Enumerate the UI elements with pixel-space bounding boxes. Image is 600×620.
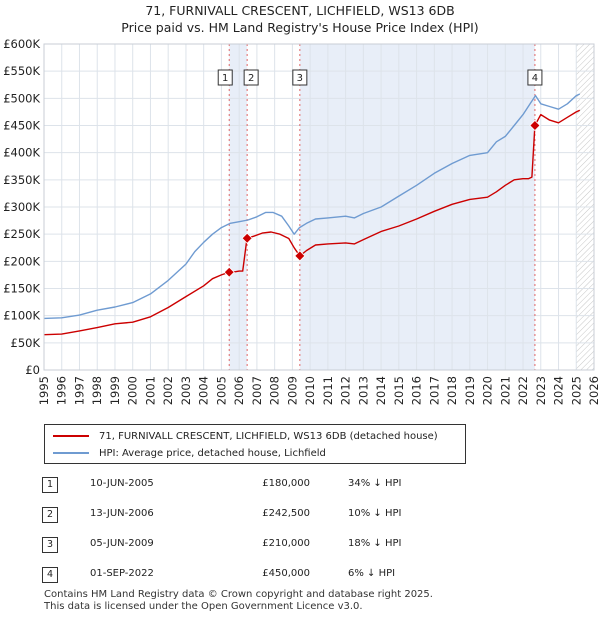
x-tick-label: 2017	[427, 376, 441, 405]
price-series-line	[43, 109, 581, 336]
x-tick-label: 2015	[392, 376, 406, 405]
x-tick-label: 1995	[37, 376, 51, 405]
y-tick-label: £150K	[3, 282, 40, 296]
x-tick-label: 2007	[250, 376, 264, 405]
sale-marker-box	[527, 69, 543, 86]
table-row: 4 01-SEP-2022 £450,000 6% ↓ HPI	[42, 564, 462, 586]
x-tick-label: 2026	[587, 376, 600, 405]
x-tick-label: 2021	[498, 376, 512, 405]
x-tick-label: 1996	[55, 376, 69, 405]
x-tick-label: 2018	[445, 376, 459, 405]
legend-label-price: 71, FURNIVALL CRESCENT, LICHFIELD, WS13 …	[99, 430, 438, 442]
sale-marker-label: 2	[248, 73, 254, 84]
footer: Contains HM Land Registry data © Crown c…	[44, 589, 433, 613]
sale-marker-box	[243, 69, 259, 86]
y-tick-label: £300K	[3, 200, 40, 214]
x-tick-label: 2008	[268, 376, 282, 405]
sale-date: 10-JUN-2005	[90, 478, 154, 489]
title-line-2: Price paid vs. HM Land Registry's House …	[121, 20, 479, 35]
table-row: 2 13-JUN-2006 £242,500 10% ↓ HPI	[42, 504, 462, 526]
legend: 71, FURNIVALL CRESCENT, LICHFIELD, WS13 …	[44, 424, 466, 464]
x-tick-label: 2013	[356, 376, 370, 405]
hpi-series-line	[43, 93, 581, 320]
x-tick-label: 2010	[303, 376, 317, 405]
sale-price: £180,000	[262, 478, 310, 489]
y-tick-label: £550K	[3, 64, 40, 78]
x-tick-label: 2001	[143, 376, 157, 405]
sale-marker-box	[217, 69, 233, 86]
x-tick-label: 2000	[126, 376, 140, 405]
legend-label-hpi: HPI: Average price, detached house, Lich…	[99, 447, 326, 459]
y-tick-label: £500K	[3, 91, 40, 105]
plot-frame	[43, 43, 595, 371]
x-tick-label: 1999	[108, 376, 122, 405]
legend-swatch-price	[53, 435, 89, 437]
x-tick-label: 2006	[232, 376, 246, 405]
sale-number-badge: 1	[42, 477, 58, 493]
sale-date: 01-SEP-2022	[90, 568, 154, 579]
title-line-1: 71, FURNIVALL CRESCENT, LICHFIELD, WS13 …	[145, 3, 455, 18]
y-tick-label: £100K	[3, 309, 40, 323]
x-tick-label: 2009	[285, 376, 299, 405]
sale-number-badge: 4	[42, 567, 58, 583]
x-tick-label: 2005	[214, 376, 228, 405]
sale-hpi-diff: 10% ↓ HPI	[348, 508, 402, 519]
price-chart: 1 2 3 4 £0 £50K £100K £150K £200K £250K £300K £350…	[3, 37, 600, 405]
x-tick-label: 2023	[534, 376, 548, 405]
sale-point	[241, 232, 253, 244]
x-tick-label: 2024	[552, 376, 566, 405]
sale-number-badge: 2	[42, 507, 58, 523]
y-tick-label: £250K	[3, 227, 40, 241]
sale-hpi-diff: 34% ↓ HPI	[348, 478, 402, 489]
footer-licence: This data is licensed under the Open Gov…	[44, 601, 363, 612]
sale-hpi-diff: 6% ↓ HPI	[348, 568, 396, 579]
sale-price: £450,000	[262, 568, 310, 579]
sale-number-badge: 3	[42, 537, 58, 553]
table-row: 3 05-JUN-2009 £210,000 18% ↓ HPI	[42, 534, 462, 556]
chart-title: 71, FURNIVALL CRESCENT, LICHFIELD, WS13 …	[0, 2, 600, 36]
x-tick-label: 2016	[410, 376, 424, 405]
sale-marker-label: 3	[297, 73, 303, 84]
sale-marker-box	[292, 69, 308, 86]
x-tick-label: 2012	[339, 376, 353, 405]
sale-price: £210,000	[262, 538, 310, 549]
x-tick-label: 1997	[72, 376, 86, 405]
legend-item-hpi: HPI: Average price, detached house, Lich…	[53, 445, 326, 461]
y-tick-label: £450K	[3, 119, 40, 133]
y-tick-label: £350K	[3, 173, 40, 187]
y-tick-label: £400K	[3, 146, 40, 160]
x-tick-label: 2011	[321, 376, 335, 405]
sale-point	[294, 250, 306, 262]
sale-price: £242,500	[262, 508, 310, 519]
legend-swatch-hpi	[53, 452, 89, 454]
x-tick-label: 2022	[516, 376, 530, 405]
x-tick-label: 1998	[90, 376, 104, 405]
y-tick-label: £0	[25, 363, 40, 377]
x-tick-label: 2002	[161, 376, 175, 405]
sale-point	[529, 119, 541, 132]
table-row: 1 10-JUN-2005 £180,000 34% ↓ HPI	[42, 474, 462, 496]
x-tick-label: 2019	[463, 376, 477, 405]
sale-point	[223, 266, 235, 278]
sale-hpi-diff: 18% ↓ HPI	[348, 538, 402, 549]
y-tick-label: £50K	[11, 336, 41, 350]
footer-copyright: Contains HM Land Registry data © Crown c…	[44, 589, 433, 600]
x-tick-label: 2025	[569, 376, 583, 405]
x-tick-label: 2004	[197, 376, 211, 405]
y-tick-label: £600K	[3, 37, 40, 51]
x-tick-label: 2014	[374, 376, 388, 405]
y-tick-label: £200K	[3, 254, 40, 268]
sale-date: 13-JUN-2006	[90, 508, 154, 519]
legend-item-price: 71, FURNIVALL CRESCENT, LICHFIELD, WS13 …	[53, 428, 438, 444]
x-tick-label: 2020	[481, 376, 495, 405]
sale-marker-label: 4	[532, 73, 538, 84]
sale-marker-label: 1	[222, 73, 228, 84]
sale-date: 05-JUN-2009	[90, 538, 154, 549]
x-tick-label: 2003	[179, 376, 193, 405]
